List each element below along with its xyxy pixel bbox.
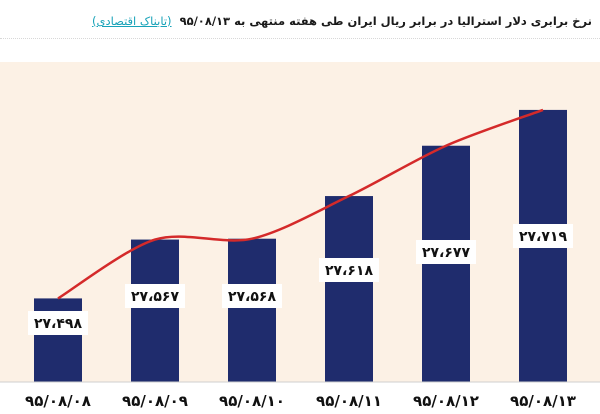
plot-area xyxy=(0,62,600,382)
data-label-box xyxy=(416,240,476,264)
bar-1 xyxy=(131,239,179,382)
data-label-box xyxy=(125,284,185,308)
data-label-text: ۲۷،۵۶۷ xyxy=(131,289,179,305)
x-tick-label-1: ۹۵/۰۸/۰۹ xyxy=(122,392,188,410)
data-label-box xyxy=(28,311,88,335)
x-tick-label-2: ۹۵/۰۸/۱۰ xyxy=(219,392,285,410)
data-label-text: ۲۷،۶۱۸ xyxy=(325,263,373,279)
data-label-5: ۲۷،۷۱۹ xyxy=(513,224,573,248)
chart-title-text: نرخ برابری دلار استرالیا در برابر ریال ا… xyxy=(179,14,592,28)
x-tick-label-5: ۹۵/۰۸/۱۳ xyxy=(510,392,576,410)
x-tick-label-3: ۹۵/۰۸/۱۱ xyxy=(316,392,382,410)
chart-title: نرخ برابری دلار استرالیا در برابر ریال ا… xyxy=(0,14,592,28)
x-tick-label-4: ۹۵/۰۸/۱۲ xyxy=(413,392,479,410)
data-label-3: ۲۷،۶۱۸ xyxy=(319,258,379,282)
bar-0 xyxy=(34,298,82,382)
data-label-2: ۲۷،۵۶۸ xyxy=(222,284,282,308)
data-label-box xyxy=(319,258,379,282)
data-label-box xyxy=(513,224,573,248)
source-link[interactable]: (تابناک اقتصادی) xyxy=(91,14,172,28)
data-label-text: ۲۷،۷۱۹ xyxy=(519,229,567,245)
data-label-4: ۲۷،۶۷۷ xyxy=(416,240,476,264)
data-label-text: ۲۷،۴۹۸ xyxy=(34,316,82,332)
x-tick-label-0: ۹۵/۰۸/۰۸ xyxy=(25,392,91,410)
bar-2 xyxy=(228,238,276,382)
data-label-text: ۲۷،۵۶۸ xyxy=(228,289,276,305)
data-label-text: ۲۷،۶۷۷ xyxy=(422,245,470,261)
title-divider xyxy=(0,38,600,39)
data-label-box xyxy=(222,284,282,308)
bar-3 xyxy=(325,196,373,382)
data-label-1: ۲۷،۵۶۷ xyxy=(125,284,185,308)
trend-line xyxy=(57,108,544,300)
data-label-0: ۲۷،۴۹۸ xyxy=(28,311,88,335)
